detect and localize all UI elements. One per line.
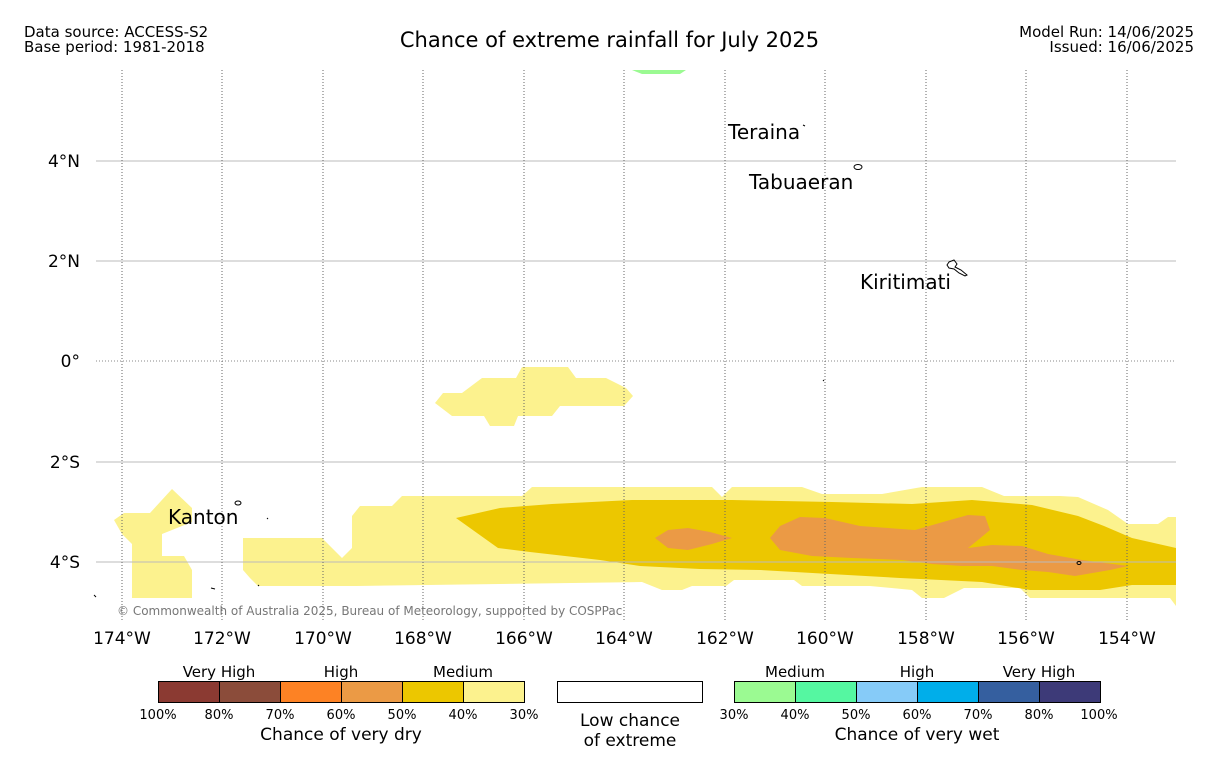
lon-tick-label: 172°W	[193, 629, 251, 649]
lon-tick-label: 160°W	[796, 629, 854, 649]
legend-wet-tick: 30%	[720, 708, 749, 723]
legend-dry-tick: 70%	[266, 708, 295, 723]
legend-wet-group-label: High	[900, 663, 934, 681]
dry-30-40-region-equator	[435, 367, 633, 426]
legend-dry-swatch	[158, 681, 220, 703]
legend-wet-tick: 80%	[1025, 708, 1054, 723]
legend-low-caption-line1: Low chance	[580, 711, 680, 731]
small-island	[266, 517, 269, 520]
lat-tick-label: 2°N	[48, 252, 80, 272]
small-island	[210, 587, 216, 590]
legend-wet-swatch	[978, 681, 1040, 703]
lon-tick-label: 174°W	[93, 629, 151, 649]
wet-medium-region	[632, 70, 686, 74]
issued-label: Issued: 16/06/2025	[1049, 38, 1194, 56]
tabuaeran-island	[853, 164, 863, 170]
legend-low-caption-line2: of extreme	[584, 731, 677, 751]
legend-dry-swatch	[280, 681, 342, 703]
kanton-island	[234, 500, 242, 506]
forecast-shading	[114, 70, 1176, 606]
place-label-teraina: Teraina	[727, 120, 800, 144]
kiritimati-island	[946, 259, 968, 277]
lon-tick-label: 156°W	[997, 629, 1055, 649]
legend-wet-swatch	[795, 681, 857, 703]
legend-dry-swatch	[402, 681, 464, 703]
legend-wet-tick: 40%	[781, 708, 810, 723]
lon-tick-label: 162°W	[696, 629, 754, 649]
legend-dry-caption: Chance of very dry	[260, 725, 422, 745]
lat-tick-label: 0°	[61, 352, 80, 372]
legend-dry-swatch	[219, 681, 281, 703]
place-label-kiritimati: Kiritimati	[860, 270, 951, 294]
small-island	[93, 594, 97, 598]
islands	[93, 124, 1082, 598]
gridlines	[96, 70, 1176, 620]
lon-tick-label: 154°W	[1098, 629, 1156, 649]
legend-dry-swatch	[341, 681, 403, 703]
legend-low: Low chance of extreme	[557, 681, 703, 751]
lon-tick-label: 158°W	[897, 629, 955, 649]
legend-wet-swatch	[856, 681, 918, 703]
legend-wet-tick: 70%	[964, 708, 993, 723]
legend-wet-group-label: Medium	[765, 663, 825, 681]
legend-wet-tick: 60%	[903, 708, 932, 723]
lon-tick-label: 170°W	[294, 629, 352, 649]
small-island	[257, 584, 260, 587]
legend-wet-tick: 50%	[842, 708, 871, 723]
legend-dry: Very High High Medium 100% 80% 70% 60% 5…	[139, 663, 538, 745]
legend-wet-swatch	[1039, 681, 1101, 703]
legend-dry-tick: 100%	[139, 708, 176, 723]
legend-dry-tick: 40%	[449, 708, 478, 723]
legend-wet: Medium High Very High 30% 40% 50% 60% 70…	[720, 663, 1118, 745]
legend-wet-caption: Chance of very wet	[835, 725, 1000, 745]
legend-wet-swatch	[734, 681, 796, 703]
lat-tick-label: 4°N	[48, 152, 80, 172]
copyright-note: © Commonwealth of Australia 2025, Bureau…	[117, 604, 622, 618]
lat-tick-label: 4°S	[50, 553, 80, 573]
legend-dry-group-label: High	[324, 663, 358, 681]
map-title: Chance of extreme rainfall for July 2025	[399, 28, 820, 52]
dry-30-40-region-kanton	[114, 489, 192, 598]
small-island	[1076, 561, 1082, 565]
legend-dry-tick: 60%	[327, 708, 356, 723]
base-period-label: Base period: 1981-2018	[24, 38, 205, 56]
dry-50-60-region-east	[770, 515, 1128, 576]
legend-dry-tick: 30%	[510, 708, 539, 723]
legend-dry-swatch	[463, 681, 525, 703]
lat-tick-label: 2°S	[50, 453, 80, 473]
place-label-tabuaeran: Tabuaeran	[748, 170, 853, 194]
legend-low-swatch	[557, 681, 703, 703]
legend-wet-tick: 100%	[1080, 708, 1117, 723]
legend-dry-group-label: Medium	[433, 663, 493, 681]
legend-dry-tick: 50%	[388, 708, 417, 723]
lon-tick-label: 168°W	[394, 629, 452, 649]
legend-wet-group-label: Very High	[1003, 663, 1076, 681]
lon-tick-label: 164°W	[595, 629, 653, 649]
small-island	[822, 379, 825, 382]
legend-dry-group-label: Very High	[183, 663, 256, 681]
data-source-label: Data source: ACCESS-S2	[24, 23, 209, 41]
lon-tick-label: 166°W	[495, 629, 553, 649]
dry-50-60-region-west	[655, 528, 732, 550]
place-label-kanton: Kanton	[168, 505, 238, 529]
teraina-island	[802, 124, 806, 127]
model-run-label: Model Run: 14/06/2025	[1019, 23, 1194, 41]
legend-wet-swatch	[917, 681, 979, 703]
legend-dry-tick: 80%	[205, 708, 234, 723]
